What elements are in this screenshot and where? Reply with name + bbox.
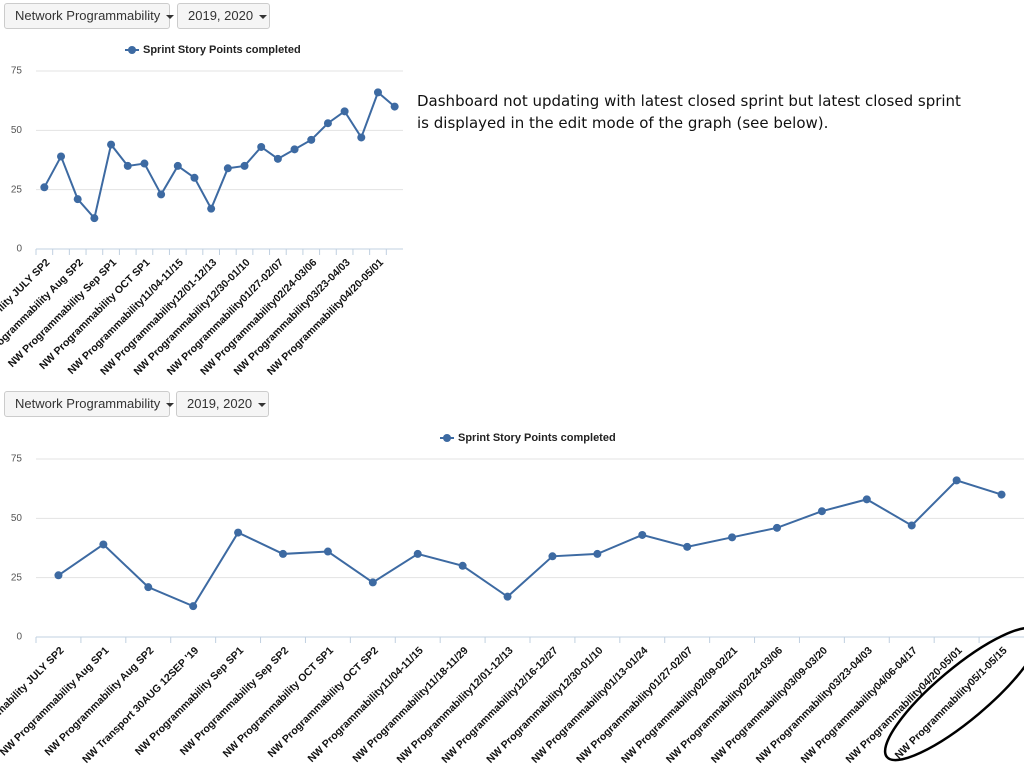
- data-point: [107, 140, 116, 149]
- highlight-ellipse: [883, 626, 1024, 762]
- legend-label: Sprint Story Points completed: [143, 44, 301, 56]
- legend-marker: [443, 434, 451, 442]
- data-point: [189, 602, 198, 611]
- data-point: [593, 549, 602, 558]
- data-point: [548, 552, 557, 561]
- legend-label: Sprint Story Points completed: [458, 432, 616, 444]
- y-tick-label: 50: [11, 125, 23, 136]
- data-point: [503, 592, 512, 601]
- data-point: [323, 119, 332, 128]
- data-point: [728, 533, 737, 542]
- data-point: [952, 476, 961, 485]
- data-point: [340, 107, 349, 116]
- data-point: [123, 161, 132, 170]
- data-point: [862, 495, 871, 504]
- data-point: [57, 152, 66, 161]
- y-tick-label: 50: [11, 513, 23, 524]
- annotation-note: Dashboard not updating with latest close…: [417, 92, 961, 132]
- data-point: [240, 161, 249, 170]
- y-tick-label: 25: [11, 184, 23, 195]
- data-point: [223, 164, 232, 173]
- y-tick-label: 0: [16, 244, 22, 255]
- data-point: [257, 142, 266, 151]
- data-point: [234, 528, 243, 537]
- y-tick-label: 75: [11, 454, 23, 465]
- data-point: [54, 571, 63, 580]
- year-dropdown[interactable]: 2019, 2020: [177, 3, 270, 29]
- dropdown-text: 2019, 2020: [187, 396, 253, 411]
- data-point: [140, 159, 149, 168]
- data-point: [99, 540, 108, 549]
- data-point: [907, 521, 916, 530]
- data-point: [144, 583, 153, 592]
- data-point: [368, 578, 377, 587]
- data-point: [997, 490, 1006, 499]
- series-line: [43, 90, 396, 221]
- data-point: [290, 145, 299, 154]
- data-point: [207, 204, 216, 213]
- data-point: [279, 549, 287, 558]
- data-point: [157, 190, 166, 199]
- data-point: [817, 507, 826, 516]
- y-tick-label: 25: [11, 572, 23, 583]
- y-tick-label: 75: [11, 66, 23, 77]
- data-point: [73, 195, 82, 204]
- data-point: [413, 549, 422, 558]
- data-point: [90, 214, 99, 223]
- data-point: [390, 102, 399, 111]
- series-line: [57, 479, 1002, 608]
- data-point: [357, 133, 366, 142]
- data-point: [173, 161, 182, 170]
- data-point: [458, 561, 467, 570]
- data-point: [40, 183, 49, 192]
- data-point: [307, 135, 316, 144]
- team-dropdown[interactable]: Network Programmability: [4, 391, 175, 417]
- data-point: [373, 88, 382, 97]
- dropdown-text: Network Programmability: [15, 396, 161, 411]
- data-point: [683, 542, 692, 551]
- dropdown-text: Network Programmability: [15, 8, 161, 23]
- legend-marker: [128, 46, 136, 54]
- dropdown-text: 2019, 2020: [188, 8, 254, 23]
- y-tick-label: 0: [16, 632, 22, 643]
- data-point: [273, 154, 282, 163]
- team-dropdown[interactable]: Network Programmability: [4, 3, 175, 29]
- data-point: [323, 547, 332, 556]
- data-point: [773, 523, 781, 532]
- year-dropdown[interactable]: 2019, 2020: [176, 391, 269, 417]
- data-point: [638, 530, 647, 539]
- data-point: [190, 173, 199, 182]
